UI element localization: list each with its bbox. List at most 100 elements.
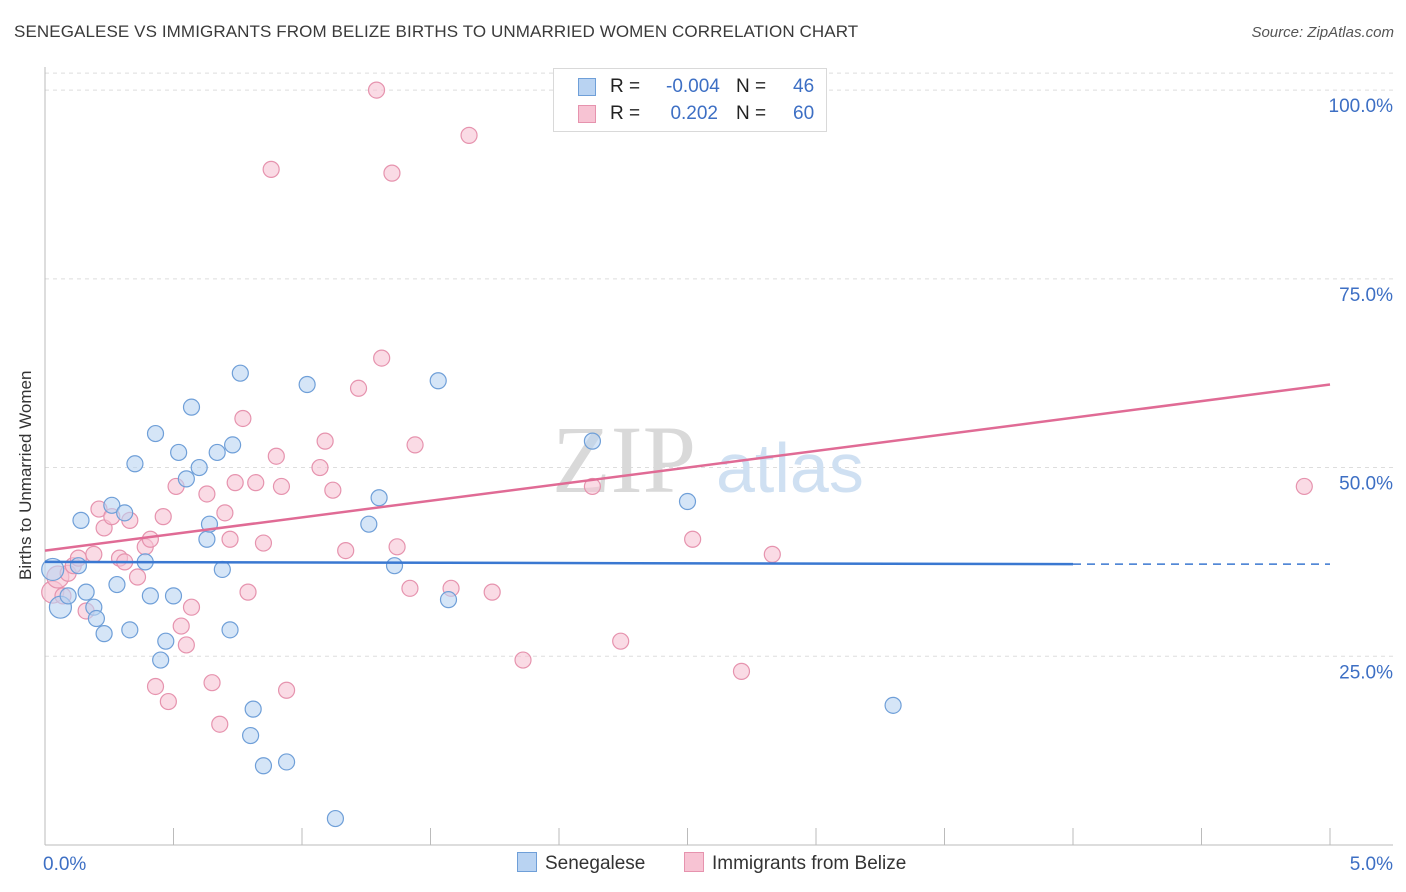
belize-point bbox=[198, 485, 216, 503]
belize-point bbox=[514, 651, 532, 669]
axes bbox=[44, 67, 1393, 846]
bottom-legend-swatch-senegalese bbox=[517, 852, 537, 872]
senegalese-point bbox=[224, 436, 242, 454]
y-tick-label: 75.0% bbox=[1339, 285, 1393, 306]
senegalese-point bbox=[439, 591, 458, 609]
belize-point bbox=[277, 681, 296, 699]
belize-point bbox=[216, 504, 234, 522]
grid bbox=[45, 72, 1393, 657]
belize-point bbox=[732, 662, 751, 680]
belize-trend-line bbox=[44, 383, 1331, 552]
belize-point bbox=[234, 409, 252, 428]
belize-point bbox=[401, 579, 419, 597]
watermark-atlas: atlas bbox=[716, 429, 864, 507]
senegalese-point bbox=[59, 587, 77, 605]
senegalese-point bbox=[298, 375, 316, 394]
senegalese-point bbox=[95, 625, 113, 643]
belize-point bbox=[262, 160, 280, 178]
belize-point bbox=[267, 447, 285, 465]
senegalese-point bbox=[126, 455, 144, 473]
belize-point bbox=[388, 538, 406, 556]
y-tick-label: 25.0% bbox=[1339, 662, 1393, 683]
correlation-legend: R = -0.004 N = 46 R = 0.202 N = 60 bbox=[553, 68, 827, 132]
belize-point bbox=[159, 692, 177, 711]
senegalese-point bbox=[370, 489, 388, 507]
belize-point bbox=[763, 545, 781, 563]
bottom-legend-swatch-belize bbox=[684, 852, 704, 872]
senegalese-point bbox=[121, 621, 139, 639]
belize-point bbox=[460, 126, 478, 144]
belize-point bbox=[1295, 477, 1313, 496]
belize-point bbox=[211, 715, 229, 733]
legend-n-label: N = bbox=[736, 103, 767, 124]
senegalese-point bbox=[72, 511, 90, 529]
belize-point bbox=[684, 530, 702, 548]
senegalese-point bbox=[103, 496, 121, 514]
senegalese-point bbox=[41, 557, 65, 582]
trend-lines bbox=[44, 383, 1331, 566]
belize-point bbox=[272, 477, 291, 496]
belize-point bbox=[324, 481, 342, 499]
senegalese-point bbox=[231, 364, 249, 382]
belize-point bbox=[247, 474, 265, 492]
legend-r-value: 0.202 bbox=[670, 103, 718, 124]
senegalese-point bbox=[208, 443, 226, 462]
belize-point bbox=[226, 474, 244, 492]
senegalese-point bbox=[213, 560, 231, 579]
bottom-legend-label-belize: Immigrants from Belize bbox=[712, 853, 907, 874]
senegalese-point bbox=[182, 398, 201, 416]
senegalese-point bbox=[385, 557, 404, 575]
belize-point bbox=[146, 677, 165, 696]
senegalese-point bbox=[242, 726, 260, 745]
belize-point bbox=[406, 436, 424, 454]
legend-n-label: N = bbox=[736, 76, 767, 97]
senegalese-trend-line bbox=[44, 560, 1074, 566]
senegalese-point bbox=[170, 443, 188, 462]
legend-r-label: R = bbox=[610, 76, 641, 97]
senegalese-point bbox=[157, 632, 175, 650]
senegalese-point bbox=[141, 587, 159, 605]
senegalese-point bbox=[198, 530, 216, 548]
belize-point bbox=[373, 349, 391, 367]
legend-n-value: 60 bbox=[793, 103, 815, 124]
watermark-zip: ZIP bbox=[552, 406, 696, 513]
belize-point bbox=[583, 477, 602, 496]
chart-title: SENEGALESE VS IMMIGRANTS FROM BELIZE BIR… bbox=[14, 22, 859, 41]
bottom-legend-belize: Immigrants from Belize bbox=[684, 852, 906, 875]
belize-point bbox=[383, 164, 401, 182]
senegalese-point bbox=[583, 432, 602, 450]
belize-point bbox=[483, 583, 501, 601]
senegalese-point bbox=[77, 583, 95, 601]
legend-r-label: R = bbox=[610, 103, 641, 124]
belize-point bbox=[311, 458, 329, 477]
belize-point bbox=[182, 598, 201, 616]
belize-point bbox=[337, 541, 355, 560]
x-tick-label-min: 0.0% bbox=[43, 854, 86, 875]
belize-point bbox=[254, 534, 273, 552]
legend-swatch-senegalese bbox=[578, 78, 596, 96]
watermark: ZIP atlas bbox=[552, 406, 864, 513]
senegalese-point bbox=[360, 515, 378, 533]
belize-point bbox=[612, 632, 630, 650]
y-axis-title: Births to Unmarried Women bbox=[16, 370, 35, 580]
belize-point bbox=[85, 545, 103, 563]
senegalese-point bbox=[164, 587, 183, 605]
tick-labels: 25.0% 50.0% 75.0% 100.0% 0.0% 5.0% bbox=[43, 96, 1393, 875]
senegalese-point bbox=[221, 621, 239, 639]
belize-point bbox=[177, 636, 195, 654]
bottom-legend-senegalese: Senegalese bbox=[517, 852, 645, 875]
belize-point bbox=[367, 81, 386, 99]
y-tick-label: 100.0% bbox=[1329, 96, 1394, 117]
belize-point bbox=[349, 379, 368, 397]
senegalese-point bbox=[429, 372, 447, 390]
belize-point bbox=[154, 508, 172, 526]
senegalese-point bbox=[69, 557, 88, 575]
senegalese-point bbox=[277, 753, 296, 771]
belize-point bbox=[239, 583, 257, 601]
senegalese-point bbox=[190, 458, 208, 477]
senegalese-point bbox=[108, 575, 126, 594]
data-points bbox=[41, 81, 1313, 828]
senegalese-point bbox=[678, 492, 697, 511]
senegalese-point bbox=[254, 757, 273, 775]
